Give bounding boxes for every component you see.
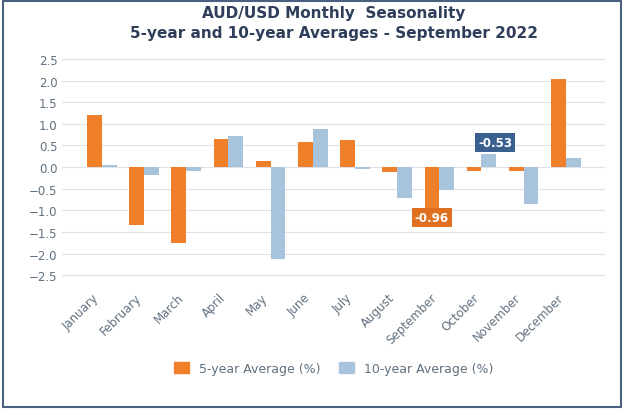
Bar	[383, 168, 397, 173]
Bar	[424, 168, 439, 209]
Bar	[102, 166, 117, 168]
Bar	[172, 168, 186, 243]
Legend: 5-year Average (%), 10-year Average (%): 5-year Average (%), 10-year Average (%)	[169, 357, 499, 380]
Bar	[256, 161, 271, 168]
Bar	[213, 139, 228, 168]
Bar	[228, 137, 243, 168]
Text: -0.96: -0.96	[415, 211, 449, 224]
Bar	[397, 168, 412, 199]
Bar	[340, 141, 355, 168]
Bar	[87, 116, 102, 168]
Bar	[313, 130, 328, 168]
Bar	[271, 168, 285, 259]
Bar	[551, 80, 566, 168]
Bar	[186, 168, 201, 171]
Bar	[355, 168, 369, 170]
Bar	[524, 168, 539, 204]
Bar	[298, 143, 313, 168]
Bar	[144, 168, 158, 175]
Bar	[566, 158, 580, 168]
Bar	[439, 168, 454, 191]
Bar	[129, 168, 144, 226]
Text: -0.53: -0.53	[478, 137, 512, 150]
Bar	[482, 155, 496, 168]
Title: AUD/USD Monthly  Seasonality
5-year and 10-year Averages - September 2022: AUD/USD Monthly Seasonality 5-year and 1…	[130, 6, 538, 41]
Bar	[467, 168, 482, 172]
Bar	[509, 168, 524, 172]
